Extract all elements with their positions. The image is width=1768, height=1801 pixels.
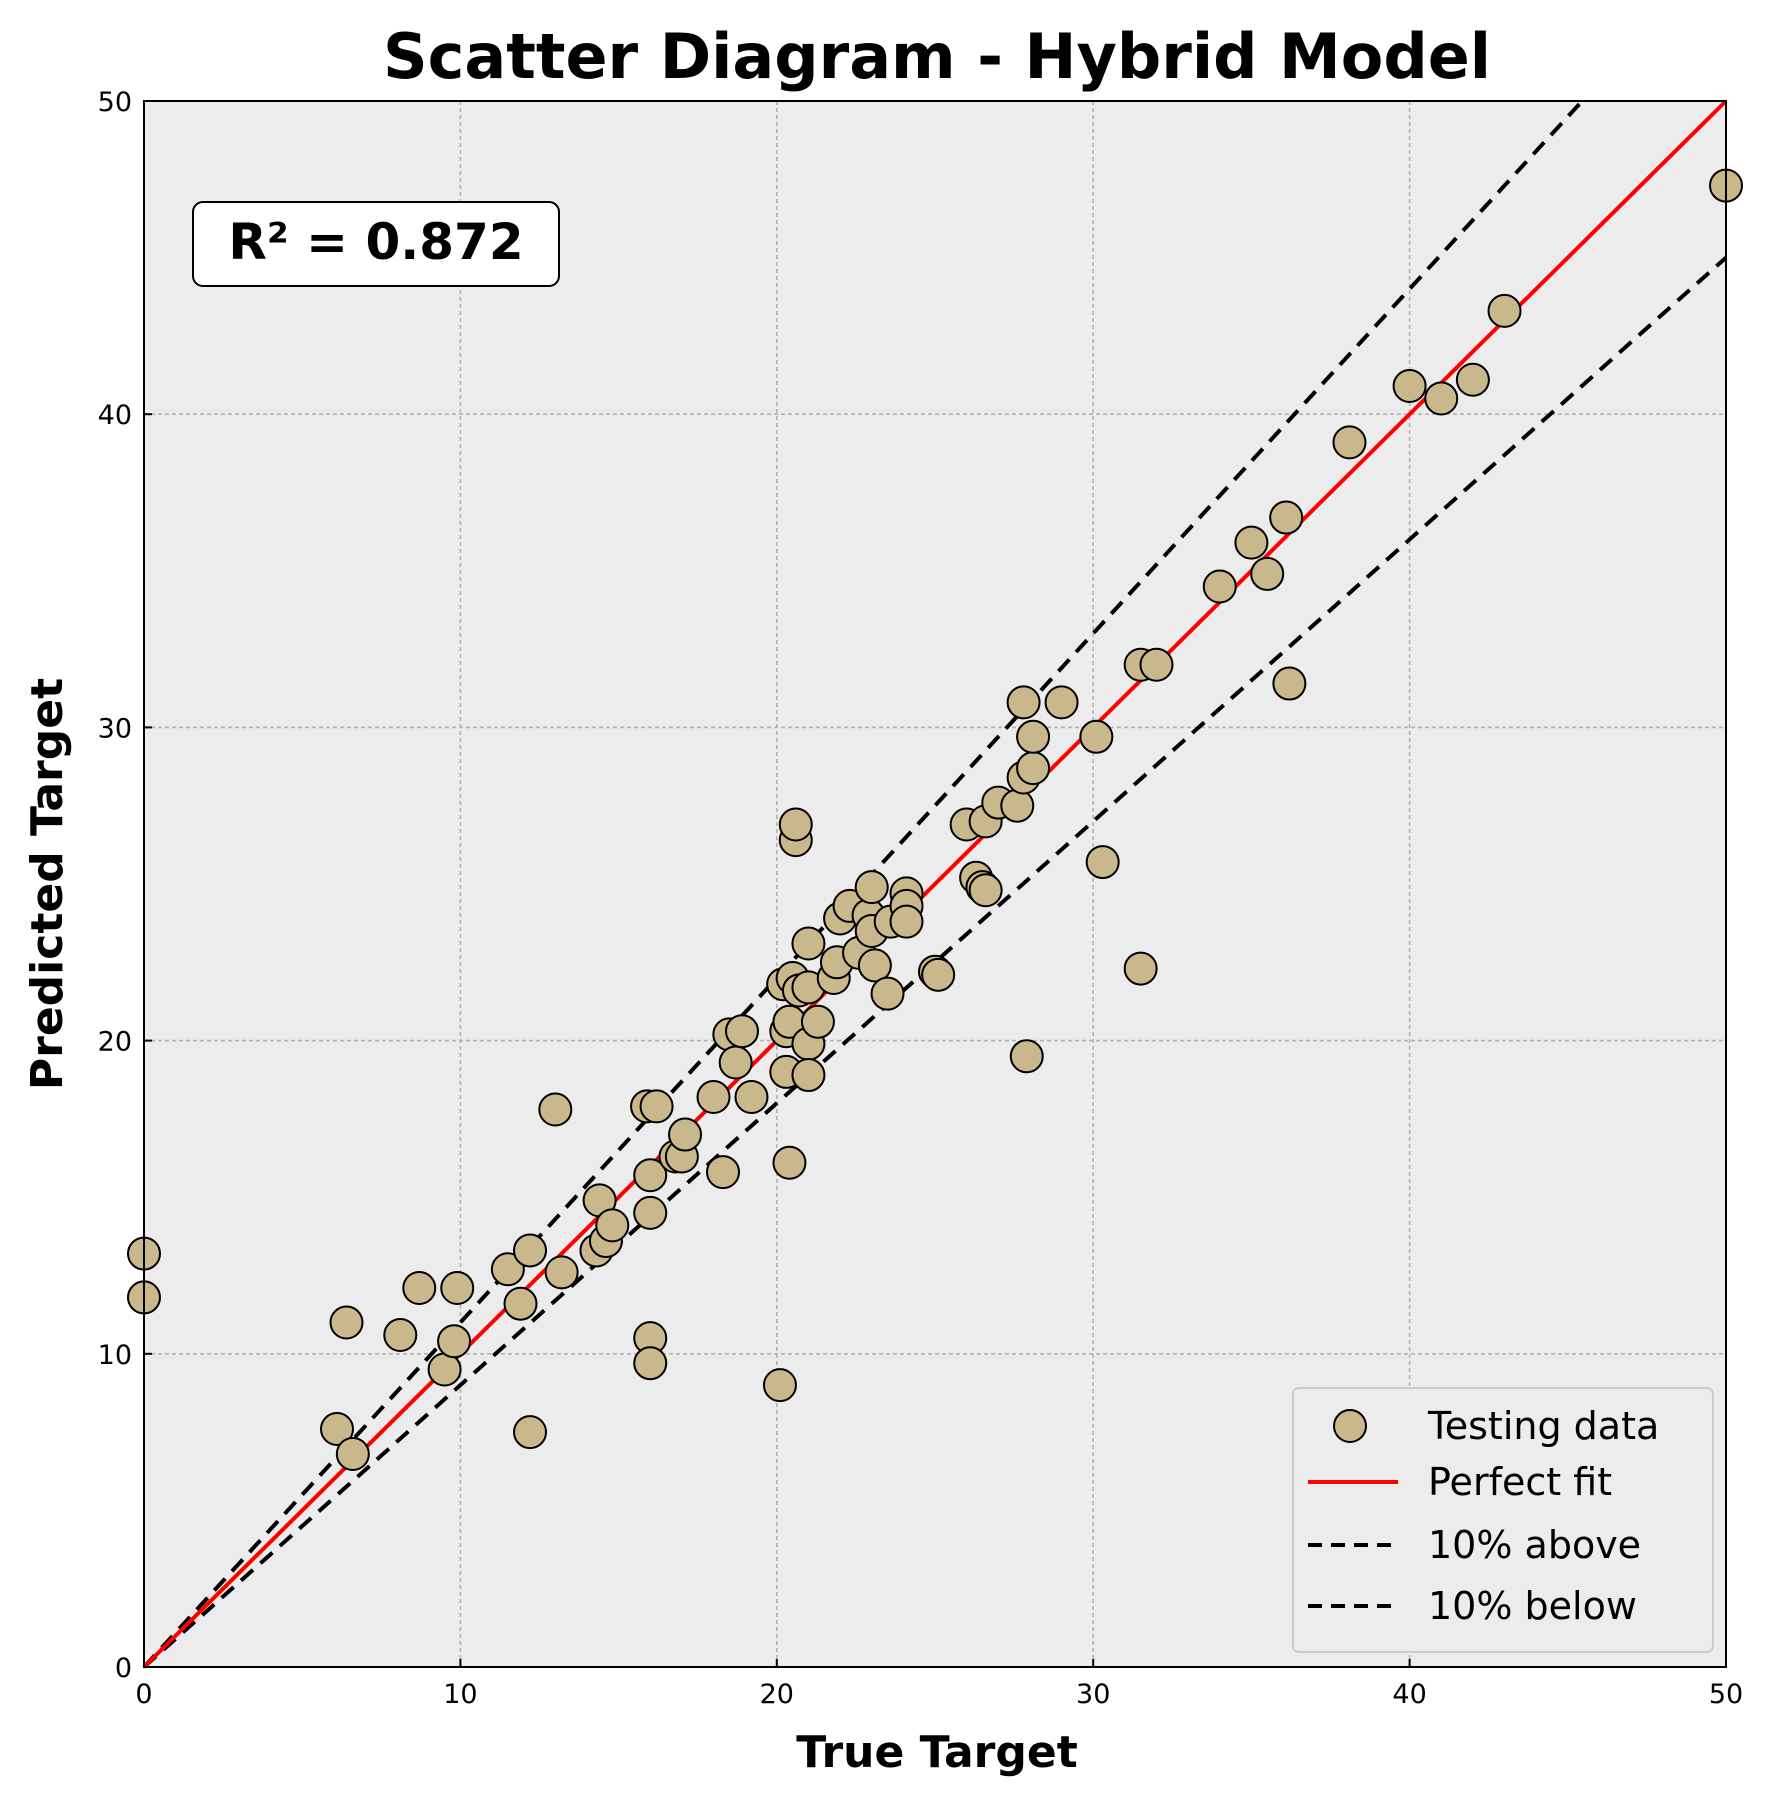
ten-percent-below-line [142,256,1728,1669]
data-point [762,1368,797,1403]
legend-item-perfect-fit: Perfect fit [1308,1460,1612,1504]
data-point [791,1058,826,1093]
data-point [320,1411,355,1446]
legend-label-perfect-fit: Perfect fit [1428,1460,1612,1504]
data-point [633,1195,668,1230]
data-points [127,168,1743,1472]
y-tick-label: 30 [98,713,132,744]
data-point [1272,666,1307,701]
data-point [513,1233,548,1268]
data-point [427,1352,462,1387]
legend-label-testing-data: Testing data [1427,1404,1659,1448]
legend-item-10-above: 10% above [1308,1523,1641,1567]
data-point [1000,788,1035,823]
data-point [633,1158,668,1193]
data-point [437,1324,472,1359]
legend-box [1292,1387,1714,1653]
y-tick-label: 10 [98,1340,132,1371]
chart-title: Scatter Diagram - Hybrid Model [383,20,1491,93]
r2-annotation-box [192,201,560,287]
y-tick-label: 40 [98,400,132,431]
y-tick-label: 0 [115,1653,132,1684]
data-point [1424,381,1459,416]
data-point [1455,362,1490,397]
data-point [383,1318,418,1353]
data-point [1085,845,1120,880]
legend-label-10-below: 10% below [1428,1584,1637,1628]
data-point [706,1155,741,1190]
data-point [1006,685,1041,720]
legend: Testing data Perfect fit 10% above 10% b… [1292,1387,1714,1653]
x-tick-label: 30 [1076,1679,1110,1710]
data-point [513,1415,548,1450]
legend-label-10-above: 10% above [1428,1523,1641,1567]
data-point [639,1089,674,1124]
perfect-fit-line [142,99,1728,1669]
r2-annotation-text: R² = 0.872 [228,213,523,271]
data-point [1234,525,1269,560]
data-point [968,873,1003,908]
data-point [1016,719,1051,754]
legend-item-10-below: 10% below [1308,1584,1637,1628]
x-axis-title: True Target [796,1727,1077,1778]
data-point [1332,425,1367,460]
data-point [921,957,956,992]
data-point [772,1145,807,1180]
data-point [1139,647,1174,682]
data-point [544,1255,579,1290]
data-point [1269,500,1304,535]
data-point [440,1271,475,1306]
data-point [490,1252,525,1287]
reference-lines [142,99,1728,1669]
data-point [329,1305,364,1340]
x-tick-label: 20 [760,1679,794,1710]
data-point [1487,293,1522,328]
x-tick-label: 40 [1392,1679,1426,1710]
data-point [1044,685,1079,720]
data-point [696,1079,731,1114]
data-point [1009,1039,1044,1074]
x-tick-label: 0 [135,1679,152,1710]
data-point [791,926,826,961]
y-tick-label: 50 [98,87,132,118]
data-point [402,1271,437,1306]
plot-frame [143,100,1727,1668]
data-point [668,1117,703,1152]
data-point [800,1004,835,1039]
data-point [870,976,905,1011]
x-tick-label: 50 [1709,1679,1743,1710]
data-point [854,870,889,905]
axis-ticks: 0 10 20 30 40 50 0 10 20 30 40 50 [98,87,1744,1710]
y-tick-label: 20 [98,1027,132,1058]
data-point [1392,369,1427,404]
data-point [595,1208,630,1243]
legend-item-testing-data: Testing data [1333,1404,1659,1448]
data-point [724,1014,759,1049]
data-point [889,904,924,939]
data-point [1123,951,1158,986]
data-point [718,1045,753,1080]
data-point [1202,569,1237,604]
data-point [778,807,813,842]
data-point [1079,719,1114,754]
data-point [857,948,892,983]
ten-percent-above-line [142,99,1584,1669]
r2-annotation: R² = 0.872 [192,201,560,287]
y-axis-title: Predicted Target [22,678,73,1090]
data-point [335,1437,370,1472]
data-point [633,1346,668,1381]
data-point [538,1092,573,1127]
data-point [734,1079,769,1114]
x-tick-label: 10 [443,1679,477,1710]
legend-marker-testing-data [1333,1409,1367,1443]
data-point [1016,751,1051,786]
data-point [503,1286,538,1321]
data-point [1250,556,1285,591]
